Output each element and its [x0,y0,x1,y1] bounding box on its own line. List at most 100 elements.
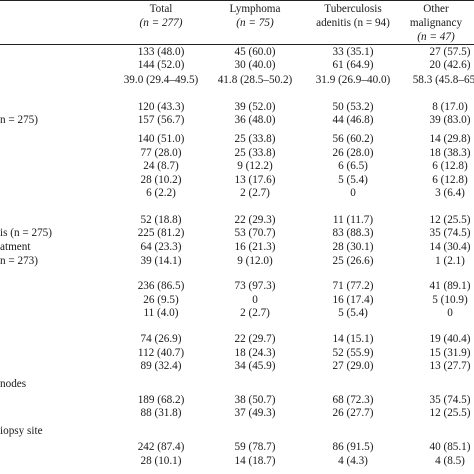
table-cell: 6 (12.8) [432,160,468,172]
table-cell: 12 (25.5) [429,214,471,226]
table-cell: 16 (21.3) [234,241,276,253]
table-cell: 64 (23.3) [140,241,182,253]
table-cell: 30 (40.0) [234,59,276,71]
table-row: iopsy site [0,424,474,438]
table-cell: 13 (27.7) [429,360,471,372]
table-cell: 19 (40.4) [429,333,471,345]
table-cell: 24 (8.7) [143,160,179,172]
table-cell: 144 (52.0) [137,59,185,71]
table-cell: 15 (31.9) [429,347,471,359]
col-header-lymphoma: Lymphoma (n = 75) [206,2,304,30]
table-cell: 5 (5.4) [338,174,368,186]
table-cell: 0 [252,294,258,306]
table-cell: 36 (48.0) [234,114,276,126]
table-cell: 2 (2.7) [240,307,270,319]
table-row: n = 275) 157 (56.7) 36 (48.0) 44 (46.8) 39 (… [0,113,474,127]
table-cell: 25 (26.6) [332,255,374,267]
table-cell: 52 (55.9) [332,347,374,359]
table-cell: 9 (12.0) [237,255,273,267]
table-row: 140 (51.0) 25 (33.8) 56 (60.2) 14 (29.8) [0,132,474,146]
table-cell: 3 (6.4) [435,187,465,199]
table-row: 11 (4.0) 2 (2.7) 5 (5.4) 0 [0,306,474,320]
table-row: 120 (43.3) 39 (52.0) 50 (53.2) 8 (17.0) [0,100,474,114]
table-cell: 22 (29.3) [234,214,276,226]
col-header-line2: (n = 277) [139,17,183,29]
table-cell: 28 (10.2) [140,174,182,186]
table-cell: 189 (68.2) [137,394,185,406]
table-cell: 242 (87.4) [137,441,185,453]
col-header-line2: (n = 47) [417,31,455,43]
table-cell: 77 (28.0) [140,147,182,159]
col-header-line1: Lymphoma [229,3,281,15]
table-cell: 41.8 (28.5–50.2) [217,74,293,86]
row-label: nodes [0,378,27,390]
table-cell: 16 (17.4) [332,294,374,306]
table-cell: 73 (97.3) [234,280,276,292]
table-row: atment 64 (23.3) 16 (21.3) 28 (30.1) 14 (30.… [0,240,474,254]
row-label: atment [0,241,31,253]
table-cell: 4 (4.3) [338,455,368,467]
table-row: 89 (32.4) 34 (45.9) 27 (29.0) 13 (27.7) [0,359,474,373]
table-row: 28 (10.2) 13 (17.6) 5 (5.4) 6 (12.8) [0,173,474,187]
table-cell: 18 (24.3) [234,347,276,359]
table-cell: 12 (25.5) [429,407,471,419]
table-cell: 89 (32.4) [140,360,182,372]
table-cell: 61 (64.9) [332,59,374,71]
row-label: iopsy site [0,425,43,437]
col-header-line1: Total [149,3,173,15]
table-cell: 33 (35.1) [332,46,374,58]
table-cell: 112 (40.7) [137,347,185,359]
col-header-line1: Tuberculosis [324,3,382,15]
table-row: 6 (2.2) 2 (2.7) 0 3 (6.4) [0,186,474,200]
col-header-tuberculosis: Tuberculosis adenitis (n = 94) [304,2,402,30]
table-cell: 11 (4.0) [143,307,179,319]
table-row: 77 (28.0) 25 (33.8) 26 (28.0) 18 (38.3) [0,146,474,160]
table-cell: 27 (29.0) [332,360,374,372]
table-cell: 6 (2.2) [146,187,176,199]
table-row: 74 (26.9) 22 (29.7) 14 (15.1) 19 (40.4) [0,332,474,346]
table-row: 52 (18.8) 22 (29.3) 11 (11.7) 12 (25.5) [0,213,474,227]
table-cell: 34 (45.9) [234,360,276,372]
table-cell: 38 (50.7) [234,394,276,406]
table-cell: 0 [447,307,453,319]
table-cell: 133 (48.0) [137,46,185,58]
table-cell: 1 (2.1) [435,255,465,267]
table-row: 112 (40.7) 18 (24.3) 52 (55.9) 15 (31.9) [0,346,474,360]
table-cell: 59 (78.7) [234,441,276,453]
table-cell: 50 (53.2) [332,101,374,113]
top-rule [0,0,474,1]
row-label: n = 273) [0,255,39,267]
table-cell: 86 (91.5) [332,441,374,453]
table-cell: 140 (51.0) [137,133,185,145]
table-cell: 18 (38.3) [429,147,471,159]
table-cell: 5 (5.4) [338,307,368,319]
table-cell: 35 (74.5) [429,227,471,239]
table-row: 144 (52.0) 30 (40.0) 61 (64.9) 20 (42.6) [0,58,474,72]
table-cell: 53 (70.7) [234,227,276,239]
table-row: nodes [0,377,474,391]
table-cell: 11 (11.7) [332,214,374,226]
row-label: n = 275) [0,114,39,126]
table-cell: 9 (12.2) [237,160,273,172]
table-cell: 2 (2.7) [240,187,270,199]
table-cell: 157 (56.7) [137,114,185,126]
table-cell: 225 (81.2) [137,227,185,239]
col-header-other-malignancy: Other malignancy (n = 47) [398,2,474,44]
table-cell: 45 (60.0) [234,46,276,58]
table-row: 236 (86.5) 73 (97.3) 71 (77.2) 41 (89.1) [0,279,474,293]
table-row: 88 (31.8) 37 (49.3) 26 (27.7) 12 (25.5) [0,406,474,420]
table-row: 242 (87.4) 59 (78.7) 86 (91.5) 40 (85.1) [0,440,474,454]
table-cell: 41 (89.1) [429,280,471,292]
table-cell: 28 (30.1) [332,241,374,253]
table-cell: 120 (43.3) [137,101,185,113]
table-cell: 14 (30.4) [429,241,471,253]
table-cell: 88 (31.8) [140,407,182,419]
table-cell: 14 (15.1) [332,333,374,345]
col-header-total: Total (n = 277) [112,2,210,30]
table-cell: 13 (17.6) [234,174,276,186]
table-cell: 25 (33.8) [234,133,276,145]
table-row: 39.0 (29.4–49.5) 41.8 (28.5–50.2) 31.9 (26… [0,73,474,87]
table-cell: 52 (18.8) [140,214,182,226]
col-header-line2: (n = 75) [236,17,274,29]
